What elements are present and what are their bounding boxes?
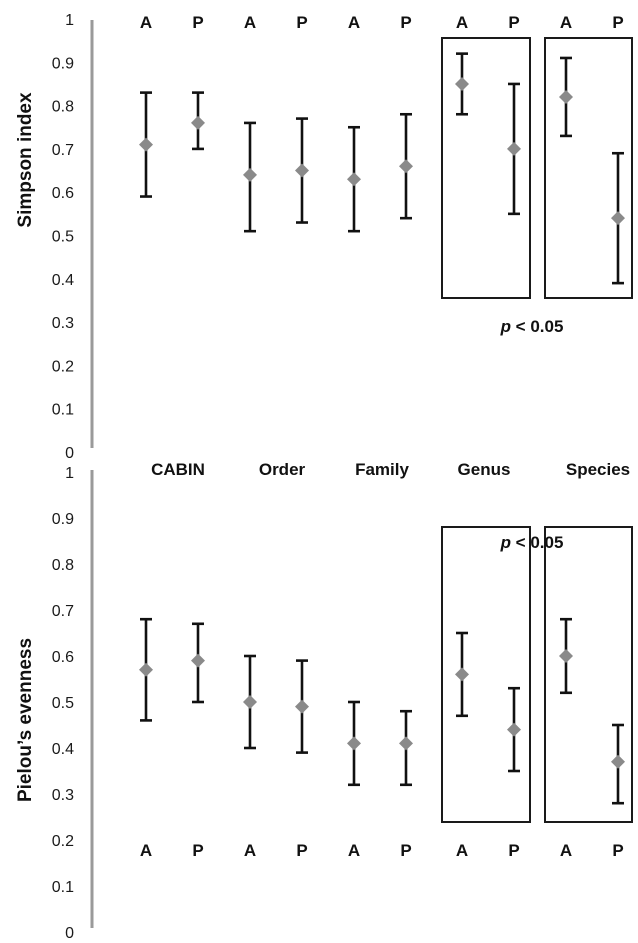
p-threshold: < 0.05	[511, 533, 563, 552]
significance-box-genus	[441, 37, 531, 299]
mean-point	[611, 754, 625, 769]
bottom-category-label: A	[560, 841, 572, 860]
mean-point	[243, 695, 257, 709]
bottom-category-label: A	[244, 841, 256, 860]
top-category-label: A	[348, 13, 360, 32]
mean-point	[191, 653, 205, 668]
y-tick-label: 0.4	[52, 741, 74, 758]
significance-label: p < 0.05	[500, 533, 564, 552]
top-category-label: A	[244, 13, 256, 32]
y-axis-title: Pielou’s evenness	[15, 638, 36, 802]
top-category-label: P	[508, 13, 519, 32]
y-tick-label: 1	[65, 12, 74, 29]
y-tick-label: 0.2	[52, 833, 74, 850]
y-tick-label: 0	[65, 925, 74, 942]
mean-point	[347, 172, 361, 187]
bottom-category-label: A	[456, 841, 468, 860]
y-tick-label: 0.1	[52, 879, 74, 896]
y-tick-label: 0.9	[52, 511, 74, 528]
y-tick-label: 0.9	[52, 55, 74, 72]
mean-point	[611, 211, 625, 226]
y-tick-label: 0.8	[52, 99, 74, 116]
bottom-category-label: P	[192, 841, 203, 860]
mean-point	[399, 736, 413, 751]
y-tick-label: 0.3	[52, 787, 74, 804]
y-tick-label: 0.2	[52, 358, 74, 375]
chart-panel-1: 0 0.1 0.2 0.3 0.4 0.5 0.6 0.7 0.8 0.9 1 Simpson ind…	[15, 12, 633, 479]
top-category-label: P	[296, 13, 307, 32]
p-symbol: p	[500, 533, 511, 552]
y-tick-label: 0.7	[52, 603, 74, 620]
y-tick-label: 0.8	[52, 557, 74, 574]
top-category-label: P	[612, 13, 623, 32]
mean-point	[399, 159, 413, 174]
top-category-label: P	[400, 13, 411, 32]
mean-point	[243, 167, 257, 182]
significance-box-species	[544, 526, 633, 823]
bottom-category-label: P	[296, 841, 307, 860]
mean-point	[295, 699, 309, 714]
bottom-category-label: P	[400, 841, 411, 860]
significance-box-species	[544, 37, 633, 299]
top-category-label: P	[192, 13, 203, 32]
mean-point	[455, 76, 469, 91]
group-label: Genus	[458, 460, 511, 479]
mean-point	[191, 115, 205, 130]
p-threshold: < 0.05	[511, 317, 563, 336]
mean-point	[559, 89, 573, 104]
y-tick-label: 0.6	[52, 649, 74, 666]
bottom-category-label: P	[508, 841, 519, 860]
y-axis-title: Simpson index	[15, 92, 36, 228]
y-tick-label: 1	[65, 465, 74, 482]
bottom-category-label: A	[140, 841, 152, 860]
y-tick-label: 0.7	[52, 142, 74, 159]
mean-point	[507, 141, 521, 156]
y-tick-label: 0.4	[52, 272, 74, 289]
group-label: CABIN	[151, 460, 205, 479]
p-symbol: p	[500, 317, 511, 336]
significance-label: p < 0.05	[500, 317, 564, 336]
mean-point	[455, 667, 469, 682]
y-tick-label: 0.5	[52, 229, 74, 246]
mean-point	[347, 736, 361, 751]
y-tick-label: 0	[65, 445, 74, 462]
top-category-label: A	[560, 13, 572, 32]
top-category-label: A	[456, 13, 468, 32]
bottom-category-label: P	[612, 841, 623, 860]
chart-panel-2: 0 0.1 0.2 0.3 0.4 0.5 0.6 0.7 0.8 0.9 1 Pielou’s ev…	[15, 465, 633, 942]
y-tick-label: 0.6	[52, 185, 74, 202]
bottom-category-label: A	[348, 841, 360, 860]
mean-point	[507, 722, 521, 737]
group-label: Family	[355, 460, 409, 479]
mean-point	[559, 649, 573, 663]
top-category-label: A	[140, 13, 152, 32]
group-label: Species	[566, 460, 630, 479]
mean-point	[139, 137, 153, 152]
significance-box-genus	[441, 526, 531, 823]
y-tick-label: 0.1	[52, 402, 74, 419]
y-tick-label: 0.3	[52, 315, 74, 332]
y-tick-label: 0.5	[52, 695, 74, 712]
mean-point	[139, 662, 153, 677]
mean-point	[295, 163, 309, 178]
group-label: Order	[259, 460, 306, 479]
